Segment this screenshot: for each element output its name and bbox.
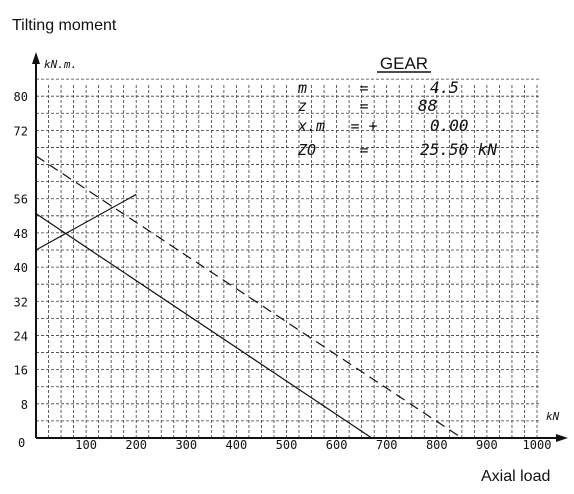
x-tick-label: 1000 <box>523 438 552 452</box>
y-tick-label: 32 <box>14 295 28 309</box>
grid <box>36 78 541 438</box>
series-line-dashed-1 <box>35 155 463 439</box>
series-line-solid-0 <box>35 213 373 439</box>
series-group <box>35 155 463 439</box>
gear-row-value: 88 <box>418 96 437 115</box>
gear-row-value: 4.5 <box>430 78 459 97</box>
gear-row-symbol: m <box>297 79 307 97</box>
gear-row-sign: = <box>359 141 368 159</box>
axes <box>32 52 568 442</box>
gear-row-symbol: ZO <box>297 141 316 159</box>
gear-row-sign: = + <box>350 117 377 135</box>
y-tick-label: 16 <box>14 364 28 378</box>
x-tick-label: 300 <box>175 438 197 452</box>
x-tick-label: 900 <box>476 438 498 452</box>
x-tick-label: 700 <box>376 438 398 452</box>
x-tick-label: 100 <box>75 438 97 452</box>
x-tick-label: 500 <box>276 438 298 452</box>
gear-row-sign: = <box>359 97 368 115</box>
x-tick-label: 600 <box>326 438 348 452</box>
x-unit-label: kN <box>546 410 560 423</box>
y-tick-label: 48 <box>14 227 28 241</box>
y-tick-label: 40 <box>14 261 28 275</box>
y-tick-label: 72 <box>14 124 28 138</box>
origin-label: 0 <box>18 436 25 450</box>
y-axis-label: Tilting moment <box>12 17 117 34</box>
tick-labels: 100 200 300 400 500 600 700 800 900 1000816243240… <box>14 90 552 452</box>
x-axis-label: Axial load <box>481 468 550 485</box>
gear-row-value: 25.50 kN <box>420 140 497 159</box>
series-line-solid-2 <box>35 193 137 251</box>
x-tick-label: 800 <box>426 438 448 452</box>
gear-table: GEAR m = 4.5 z = 88 x.m = + 0.00 ZO = 25.50 kN <box>297 54 497 159</box>
gear-row-sign: = <box>359 79 368 97</box>
y-tick-label: 80 <box>14 90 28 104</box>
gear-row-symbol: x.m <box>297 117 325 135</box>
y-tick-label: 56 <box>14 193 28 207</box>
gear-title: GEAR <box>380 54 428 73</box>
gear-row-symbol: z <box>298 97 307 115</box>
x-tick-label: 400 <box>226 438 248 452</box>
x-axis-arrow <box>556 434 568 442</box>
y-unit-label: kN.m. <box>44 58 77 71</box>
y-tick-label: 24 <box>14 329 28 343</box>
gear-row-value: 0.00 <box>430 116 469 135</box>
y-axis-arrow <box>32 52 40 64</box>
x-tick-label: 200 <box>125 438 147 452</box>
y-tick-label: 8 <box>21 398 28 412</box>
